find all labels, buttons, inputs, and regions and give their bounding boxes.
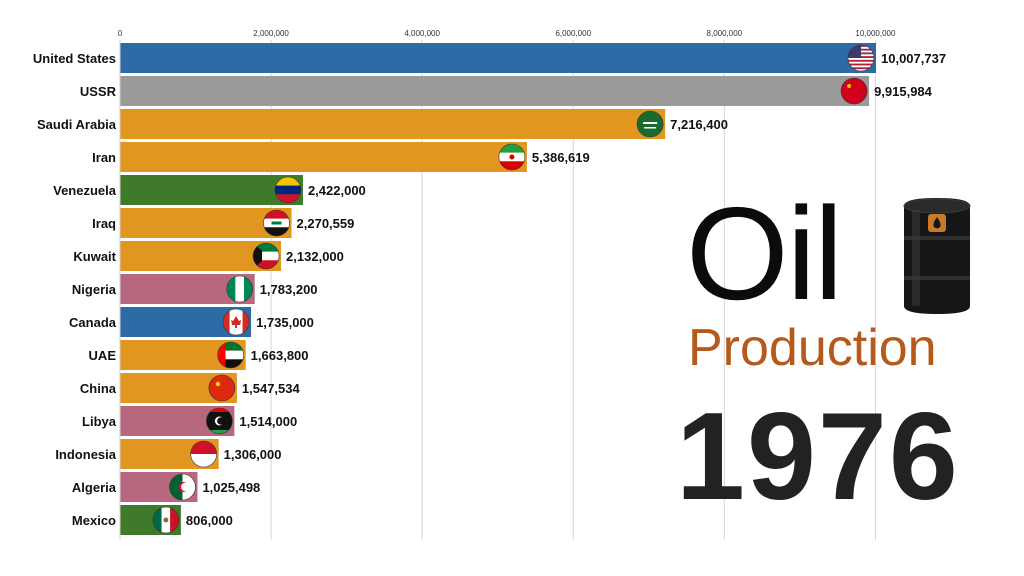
- category-label: Venezuela: [53, 183, 117, 198]
- venezuela-flag-icon: [274, 176, 302, 204]
- category-labels: United States USSR Saudi Arabia Iran Venezue…: [33, 51, 117, 528]
- x-axis-ticks: 0 2,000,000 4,000,000 6,000,000 8,000,000 10,…: [118, 29, 896, 38]
- uae-flag-icon: [217, 341, 244, 369]
- value-label: 1,514,000: [239, 414, 297, 429]
- bar: [120, 208, 292, 238]
- iraq-flag-icon: [263, 209, 290, 237]
- x-tick-label: 6,000,000: [555, 29, 591, 38]
- bar: [120, 43, 876, 73]
- category-label: China: [80, 381, 117, 396]
- value-label: 1,547,534: [242, 381, 301, 396]
- overlay-year: 1976: [676, 388, 960, 526]
- value-label: 9,915,984: [874, 84, 933, 99]
- bars-layer: [120, 43, 876, 535]
- libya-flag-icon: [206, 407, 233, 435]
- mexico-flag-icon: [152, 506, 180, 534]
- category-label: Nigeria: [72, 282, 117, 297]
- value-label: 806,000: [186, 513, 233, 528]
- overlay-subtitle: Production: [688, 319, 937, 377]
- kuwait-flag-icon: [252, 242, 280, 270]
- value-label: 1,735,000: [256, 315, 314, 330]
- category-label: Libya: [82, 414, 117, 429]
- overlay-title: Oil: [686, 180, 843, 327]
- value-label: 1,663,800: [251, 348, 309, 363]
- value-label: 2,270,559: [297, 216, 355, 231]
- category-label: Iraq: [92, 216, 116, 231]
- value-label: 2,422,000: [308, 183, 366, 198]
- ussr-flag-icon: [840, 77, 868, 105]
- nigeria-flag-icon: [226, 275, 254, 303]
- value-label: 7,216,400: [670, 117, 728, 132]
- category-label: Iran: [92, 150, 116, 165]
- flags-layer: [152, 44, 875, 534]
- category-label: UAE: [89, 348, 117, 363]
- algeria-flag-icon: [169, 473, 196, 501]
- value-label: 10,007,737: [881, 51, 946, 66]
- category-label: United States: [33, 51, 116, 66]
- x-tick-label: 4,000,000: [404, 29, 440, 38]
- china-flag-icon: [208, 374, 236, 402]
- bar: [120, 76, 870, 106]
- bar: [120, 142, 527, 172]
- category-label: Algeria: [72, 480, 117, 495]
- x-tick-label: 10,000,000: [855, 29, 896, 38]
- category-label: Mexico: [72, 513, 116, 528]
- category-label: USSR: [80, 84, 117, 99]
- value-label: 1,306,000: [224, 447, 282, 462]
- oil-barrel-icon: [903, 198, 971, 314]
- value-label: 5,386,619: [532, 150, 590, 165]
- category-label: Saudi Arabia: [37, 117, 117, 132]
- category-label: Indonesia: [55, 447, 116, 462]
- bar: [120, 175, 303, 205]
- category-label: Kuwait: [73, 249, 116, 264]
- x-tick-label: 0: [118, 29, 123, 38]
- bar: [120, 109, 666, 139]
- usa-flag-icon: [847, 44, 875, 72]
- x-tick-label: 2,000,000: [253, 29, 289, 38]
- indonesia-flag-icon: [190, 440, 217, 468]
- value-label: 1,025,498: [202, 480, 260, 495]
- iran-flag-icon: [498, 143, 526, 171]
- value-label: 1,783,200: [260, 282, 318, 297]
- value-label: 2,132,000: [286, 249, 344, 264]
- value-labels: 10,007,737 9,915,984 7,216,400 5,386,619 2,4…: [186, 51, 946, 528]
- category-label: Canada: [69, 315, 117, 330]
- saudi-arabia-flag-icon: [636, 110, 664, 138]
- canada-flag-icon: [222, 308, 250, 336]
- x-tick-label: 8,000,000: [707, 29, 743, 38]
